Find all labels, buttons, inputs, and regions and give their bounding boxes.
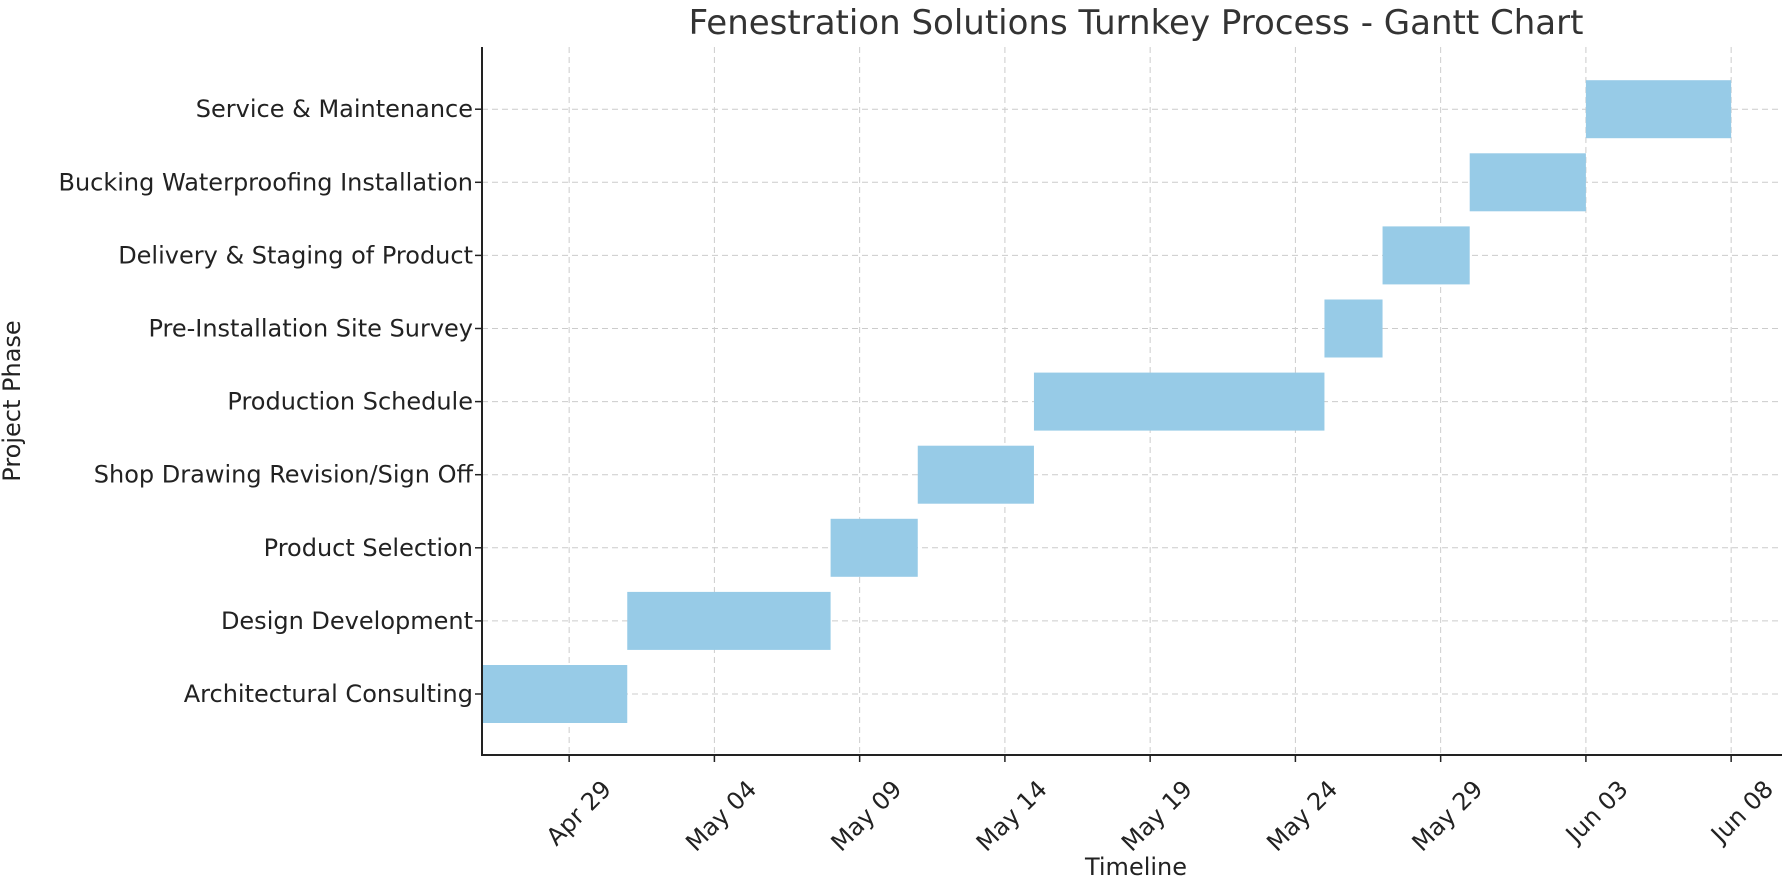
y-tick-label: Service & Maintenance bbox=[196, 95, 473, 123]
x-tick-label: Jun 08 bbox=[1704, 775, 1779, 850]
x-tick-label: May 19 bbox=[1116, 775, 1198, 857]
x-tick-label: Apr 29 bbox=[541, 775, 617, 851]
y-tick-label: Shop Drawing Revision/Sign Off bbox=[94, 461, 474, 489]
x-tick-label: Jun 03 bbox=[1559, 775, 1634, 850]
y-tick-label: Pre-Installation Site Survey bbox=[148, 315, 473, 343]
x-tick-label: May 14 bbox=[971, 775, 1053, 857]
y-tick-label: Production Schedule bbox=[227, 388, 473, 416]
chart-title: Fenestration Solutions Turnkey Process -… bbox=[689, 3, 1584, 43]
axis-layer bbox=[475, 47, 1782, 762]
bar-layer bbox=[482, 80, 1732, 723]
y-tick-label: Design Development bbox=[221, 607, 473, 635]
gantt-bar bbox=[482, 665, 628, 723]
y-tick-label: Bucking Waterproofing Installation bbox=[58, 168, 473, 196]
gantt-bar bbox=[1324, 299, 1383, 358]
y-axis-label: Project Phase bbox=[0, 320, 26, 481]
y-tick-label: Delivery & Staging of Product bbox=[118, 241, 473, 269]
x-tick-label: May 09 bbox=[826, 775, 908, 857]
y-tick-label: Architectural Consulting bbox=[184, 680, 473, 708]
x-tick-label: May 04 bbox=[680, 775, 762, 857]
gantt-bar bbox=[627, 591, 831, 650]
gantt-bar bbox=[917, 445, 1034, 504]
x-tick-label: May 29 bbox=[1407, 775, 1489, 857]
gantt-bar bbox=[1469, 153, 1586, 212]
x-axis-label: Timeline bbox=[1084, 853, 1187, 881]
gantt-bar bbox=[1382, 226, 1470, 285]
gantt-bar bbox=[830, 518, 918, 577]
gantt-bar bbox=[1585, 80, 1732, 139]
gantt-bar bbox=[1033, 372, 1325, 431]
y-tick-label: Product Selection bbox=[264, 534, 473, 562]
x-tick-label: May 24 bbox=[1261, 775, 1343, 857]
